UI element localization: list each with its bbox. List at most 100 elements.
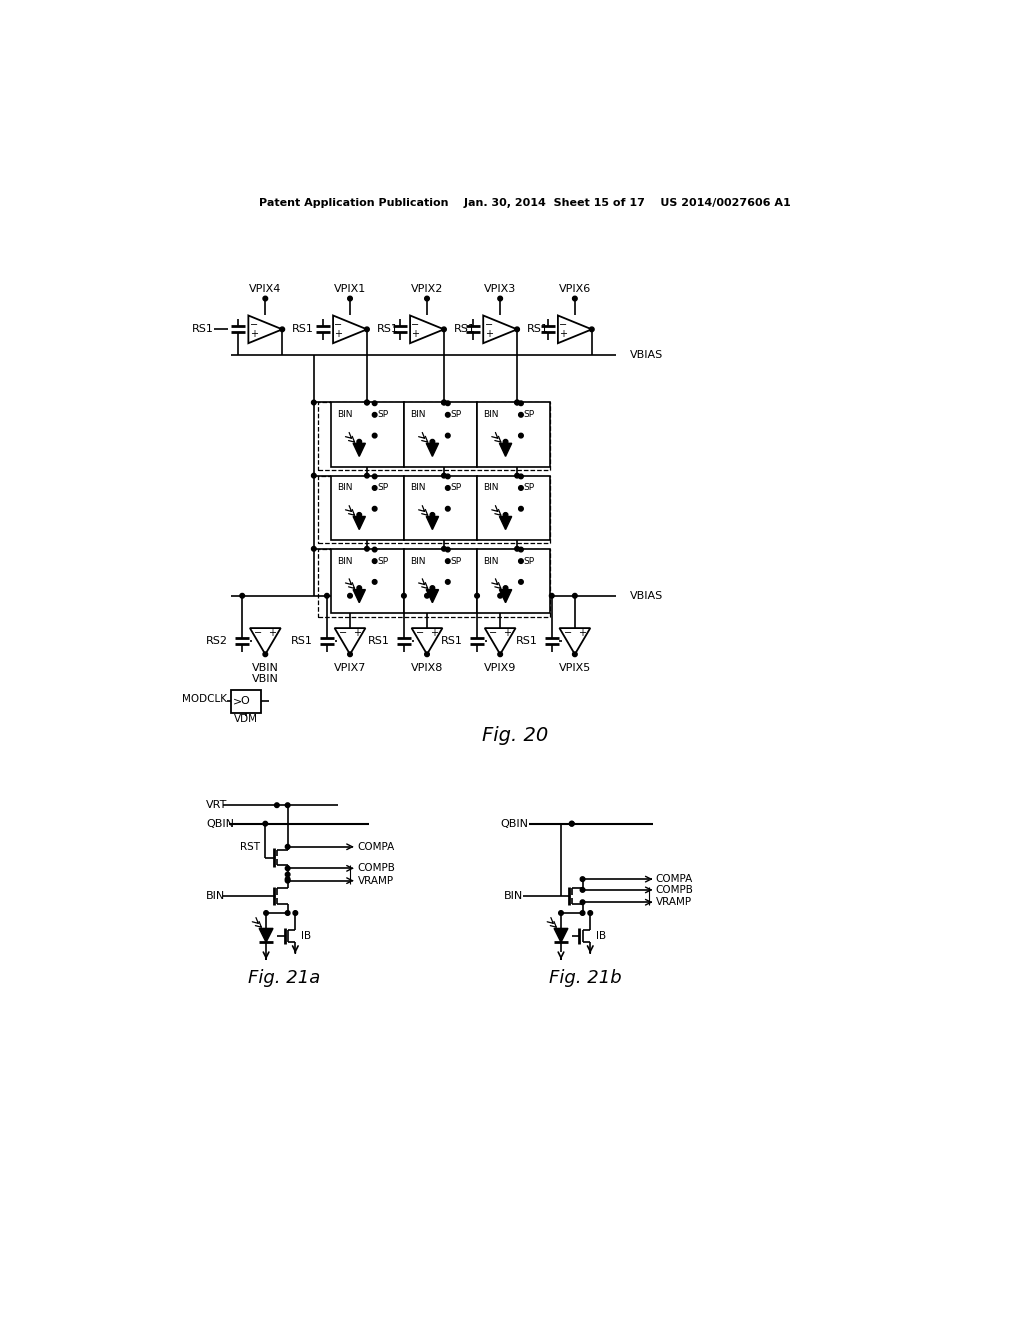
Circle shape [365, 546, 370, 552]
Polygon shape [426, 516, 438, 529]
Polygon shape [410, 315, 444, 343]
Circle shape [425, 296, 429, 301]
Circle shape [274, 803, 280, 808]
Circle shape [518, 558, 523, 564]
Circle shape [365, 474, 370, 478]
Text: VBIN: VBIN [252, 663, 279, 673]
Text: BIN: BIN [337, 557, 352, 565]
Circle shape [263, 296, 267, 301]
Circle shape [425, 594, 429, 598]
Circle shape [518, 486, 523, 490]
Text: SP: SP [378, 483, 389, 492]
Circle shape [518, 507, 523, 511]
Polygon shape [353, 516, 366, 529]
Circle shape [311, 546, 316, 552]
Text: RS1: RS1 [377, 325, 398, 334]
Polygon shape [353, 444, 366, 457]
Text: RS1: RS1 [291, 636, 313, 647]
Text: RS1: RS1 [516, 636, 538, 647]
Text: +: + [412, 329, 420, 339]
Circle shape [445, 433, 451, 438]
Text: +: + [250, 329, 258, 339]
Text: Fig. 21a: Fig. 21a [249, 969, 321, 987]
Text: SP: SP [451, 483, 462, 492]
Polygon shape [558, 315, 592, 343]
Text: −: − [254, 628, 262, 638]
Circle shape [286, 878, 290, 883]
Circle shape [286, 803, 290, 808]
Circle shape [445, 474, 451, 479]
Polygon shape [500, 516, 512, 529]
Text: COMPB: COMPB [357, 863, 395, 874]
Polygon shape [333, 315, 367, 343]
Circle shape [518, 474, 523, 479]
Text: VPIX7: VPIX7 [334, 663, 367, 673]
Text: RS1: RS1 [441, 636, 463, 647]
Text: QBIN: QBIN [206, 818, 234, 829]
Circle shape [286, 866, 290, 871]
Bar [230, 689, 261, 713]
Circle shape [286, 873, 290, 876]
Text: VPIX8: VPIX8 [411, 663, 443, 673]
Text: BIN: BIN [483, 411, 499, 420]
Circle shape [515, 474, 519, 478]
Text: −: − [250, 319, 258, 330]
Circle shape [293, 911, 298, 915]
Text: VPIX9: VPIX9 [484, 663, 516, 673]
Circle shape [430, 586, 435, 590]
Text: VBIN: VBIN [252, 675, 279, 684]
Circle shape [590, 327, 594, 331]
Circle shape [325, 594, 330, 598]
Circle shape [445, 486, 451, 490]
Text: SP: SP [524, 557, 535, 565]
Polygon shape [250, 628, 281, 655]
Text: SP: SP [451, 411, 462, 420]
Text: COMPA: COMPA [655, 874, 693, 884]
Circle shape [373, 507, 377, 511]
Circle shape [348, 594, 352, 598]
Circle shape [498, 296, 503, 301]
Circle shape [518, 579, 523, 585]
Text: BIN: BIN [337, 411, 352, 420]
Text: VPIX5: VPIX5 [559, 663, 591, 673]
Circle shape [518, 433, 523, 438]
Text: BIN: BIN [504, 891, 523, 902]
Circle shape [357, 512, 361, 517]
Circle shape [373, 558, 377, 564]
Circle shape [515, 400, 519, 405]
Text: SP: SP [451, 557, 462, 565]
Circle shape [425, 652, 429, 656]
Circle shape [498, 594, 503, 598]
Circle shape [311, 474, 316, 478]
Text: VBIAS: VBIAS [630, 591, 663, 601]
Circle shape [581, 900, 585, 904]
Text: VPIX3: VPIX3 [484, 284, 516, 294]
Circle shape [441, 474, 446, 478]
Text: RST: RST [240, 842, 260, 851]
Circle shape [572, 296, 578, 301]
Bar [477, 403, 550, 467]
Circle shape [503, 440, 508, 444]
Text: RS1: RS1 [369, 636, 390, 647]
Text: +: + [559, 329, 567, 339]
Circle shape [518, 548, 523, 552]
Polygon shape [259, 928, 273, 942]
Circle shape [569, 821, 574, 826]
Polygon shape [353, 590, 366, 603]
Circle shape [445, 558, 451, 564]
Text: SP: SP [524, 483, 535, 492]
Circle shape [373, 486, 377, 490]
Polygon shape [500, 444, 512, 457]
Bar [331, 403, 403, 467]
Bar [403, 549, 477, 614]
Text: VRT: VRT [206, 800, 227, 810]
Text: −: − [412, 319, 420, 330]
Bar [331, 549, 403, 614]
Circle shape [263, 821, 267, 826]
Text: VPIX1: VPIX1 [334, 284, 367, 294]
Circle shape [348, 296, 352, 301]
Circle shape [373, 413, 377, 417]
Circle shape [498, 652, 503, 656]
Text: O: O [241, 696, 250, 706]
Polygon shape [483, 315, 517, 343]
